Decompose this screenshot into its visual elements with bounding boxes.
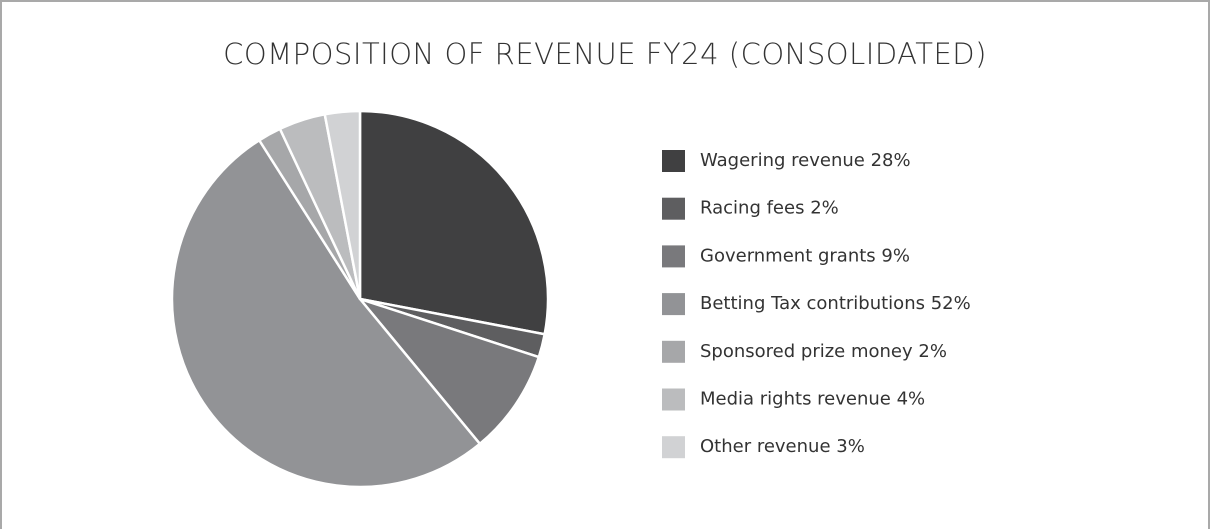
legend-value: 2%: [918, 341, 947, 362]
legend-swatch: [662, 150, 685, 172]
pie-slice: [323, 109, 362, 301]
legend-swatch: [662, 340, 685, 363]
legend-name: Government grants: [700, 245, 876, 266]
legend-value: 9%: [881, 245, 910, 266]
legend-value: 28%: [871, 150, 911, 171]
legend-swatch: [662, 293, 685, 316]
legend-name: Media rights revenue: [700, 389, 891, 410]
legend-name: Betting Tax contributions: [700, 293, 925, 314]
legend-swatch: [662, 197, 685, 220]
pie-slice: [358, 109, 550, 336]
legend-label: Media rights revenue 4%: [700, 389, 925, 410]
legend-name: Wagering revenue: [700, 150, 865, 171]
legend-name: Other revenue: [700, 436, 831, 457]
legend-label: Other revenue 3%: [700, 436, 865, 457]
legend-name: Sponsored prize money: [700, 341, 913, 362]
legend-swatch: [662, 388, 685, 411]
pie-slice: [170, 139, 482, 489]
chart-title: COMPOSITION OF REVENUE FY24 (CONSOLIDATE…: [223, 37, 987, 71]
legend-swatch: [662, 436, 685, 459]
legend-name: Racing fees: [700, 198, 804, 219]
legend-value: 2%: [810, 198, 839, 219]
legend-label: Racing fees 2%: [700, 198, 839, 219]
legend-swatch: [662, 245, 685, 268]
legend-label: Betting Tax contributions 52%: [700, 293, 971, 314]
legend-value: 3%: [836, 436, 865, 457]
legend-label: Sponsored prize money 2%: [700, 341, 947, 362]
legend-label: Wagering revenue 28%: [700, 150, 911, 171]
pie-slice: [358, 297, 541, 446]
legend-value: 4%: [897, 389, 926, 410]
legend-value: 52%: [931, 293, 971, 314]
legend-label: Government grants 9%: [700, 245, 910, 266]
